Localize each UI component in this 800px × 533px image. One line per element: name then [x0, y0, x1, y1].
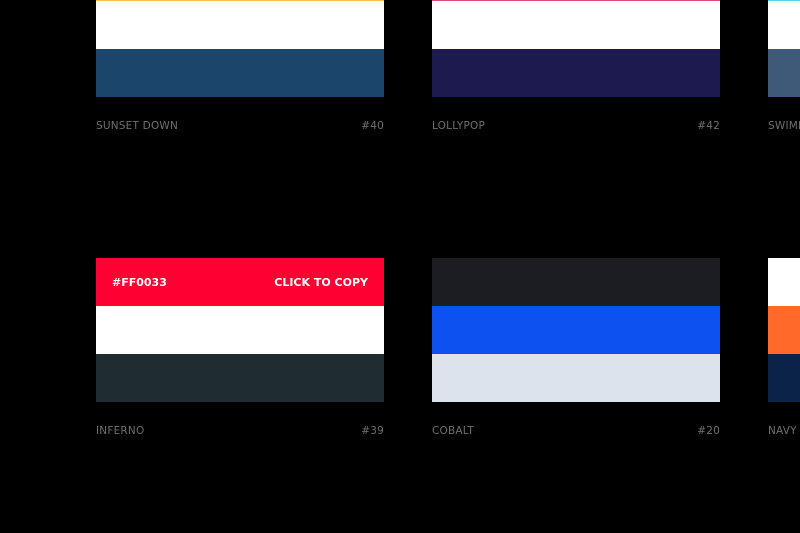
palette-number: #20 — [697, 425, 720, 437]
color-stripe — [96, 1, 384, 49]
palette-name: NAVY — [768, 425, 797, 437]
palette-card[interactable]: #FF0033 CLICK TO COPY INFERNO #39 — [96, 258, 384, 437]
color-stripe — [432, 1, 720, 49]
swatch[interactable] — [768, 0, 800, 97]
palette-number: #39 — [361, 425, 384, 437]
palette-card[interactable]: SUNSET DOWN #40 — [96, 0, 384, 132]
color-stripe — [768, 0, 800, 1]
swatch[interactable]: #FF0033 CLICK TO COPY — [96, 258, 384, 402]
color-stripe — [96, 0, 384, 1]
palette-name: LOLLYPOP — [432, 120, 485, 132]
color-stripe — [768, 1, 800, 49]
palette-card[interactable]: LOLLYPOP #42 — [432, 0, 720, 132]
palette-card[interactable]: COBALT #20 — [432, 258, 720, 437]
swatch[interactable] — [768, 258, 800, 402]
swatch[interactable] — [432, 258, 720, 402]
palette-number: #40 — [361, 120, 384, 132]
color-stripe — [768, 49, 800, 97]
palette-name: INFERNO — [96, 425, 145, 437]
copy-overlay[interactable]: #FF0033 CLICK TO COPY — [96, 258, 384, 306]
palette-name: SUNSET DOWN — [96, 120, 179, 132]
color-stripe — [96, 258, 384, 306]
color-stripe — [96, 306, 384, 354]
hex-code: #FF0033 — [112, 275, 167, 289]
color-stripe — [96, 49, 384, 97]
color-stripe — [432, 0, 720, 1]
color-stripe — [432, 354, 720, 402]
color-stripe — [768, 306, 800, 354]
color-stripe — [432, 258, 720, 306]
copy-button[interactable]: CLICK TO COPY — [274, 275, 368, 289]
palette-name: COBALT — [432, 425, 475, 437]
palette-card[interactable]: NAVY — [768, 258, 800, 437]
color-stripe — [768, 258, 800, 306]
color-stripe — [432, 49, 720, 97]
swatch[interactable] — [96, 0, 384, 97]
palette-card[interactable]: SWIMM — [768, 0, 800, 132]
swatch[interactable] — [432, 0, 720, 97]
color-stripe — [768, 354, 800, 402]
palette-number: #42 — [697, 120, 720, 132]
palette-name: SWIMM — [768, 120, 800, 132]
color-stripe — [96, 354, 384, 402]
color-stripe — [432, 306, 720, 354]
